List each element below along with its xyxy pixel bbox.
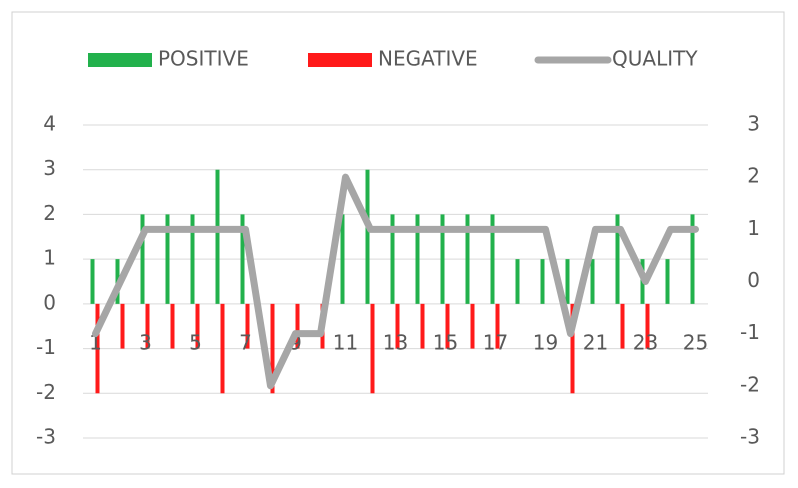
- bar: [420, 303, 425, 349]
- y-tick-label: -3: [36, 425, 56, 449]
- bar: [495, 303, 500, 349]
- bar: [270, 303, 275, 394]
- legend-label: NEGATIVE: [378, 47, 478, 71]
- x-tick-label: 7: [239, 330, 252, 354]
- legend-swatch: [88, 53, 152, 67]
- bar: [240, 214, 245, 304]
- bar: [195, 303, 200, 349]
- y-tick-label: 3: [43, 156, 56, 180]
- y-tick-label: -2: [36, 380, 56, 404]
- x-tick-label: 15: [433, 330, 458, 354]
- bar: [170, 303, 175, 349]
- bar: [215, 169, 220, 304]
- bar: [340, 214, 345, 304]
- legend-label: QUALITY: [612, 47, 698, 71]
- bar: [415, 214, 420, 304]
- y2-tick-label: -1: [740, 320, 760, 344]
- bar: [515, 259, 520, 304]
- bar: [145, 303, 150, 349]
- bar: [665, 259, 670, 304]
- bar: [370, 303, 375, 394]
- bar: [220, 303, 225, 394]
- bar: [95, 303, 100, 394]
- legend-swatch: [308, 53, 372, 67]
- y2-tick-label: -3: [740, 425, 760, 449]
- x-tick-label: 17: [483, 330, 508, 354]
- y-tick-label: -1: [36, 335, 56, 359]
- y-tick-label: 4: [43, 112, 56, 136]
- bar: [120, 303, 125, 349]
- bar: [540, 259, 545, 304]
- bar: [690, 214, 695, 304]
- bar: [140, 214, 145, 304]
- x-tick-label: 5: [189, 330, 202, 354]
- bar: [445, 303, 450, 349]
- x-tick-label: 3: [139, 330, 152, 354]
- bar: [440, 214, 445, 304]
- bar: [615, 214, 620, 304]
- y2-tick-label: 0: [747, 268, 760, 292]
- legend-label: POSITIVE: [158, 47, 249, 71]
- x-tick-label: 23: [633, 330, 658, 354]
- bar: [620, 303, 625, 349]
- bar: [570, 303, 575, 394]
- bar: [390, 214, 395, 304]
- x-tick-label: 13: [383, 330, 408, 354]
- bar: [165, 214, 170, 304]
- bar: [470, 303, 475, 349]
- y-tick-label: 1: [43, 246, 56, 270]
- x-tick-label: 25: [683, 330, 708, 354]
- y2-tick-label: 2: [747, 164, 760, 188]
- x-tick-label: 21: [583, 330, 608, 354]
- bar: [295, 303, 300, 349]
- bar: [395, 303, 400, 349]
- y2-tick-label: 3: [747, 112, 760, 136]
- x-tick-label: 1: [89, 330, 102, 354]
- bar: [590, 259, 595, 304]
- x-tick-label: 19: [533, 330, 558, 354]
- bar: [190, 214, 195, 304]
- bar: [90, 259, 95, 304]
- chart-border: [11, 11, 785, 475]
- bar: [645, 303, 650, 349]
- y2-tick-label: 1: [747, 216, 760, 240]
- y2-tick-label: -2: [740, 372, 760, 396]
- line: [92, 173, 699, 390]
- x-tick-label: 11: [333, 330, 358, 354]
- y-tick-label: 2: [43, 201, 56, 225]
- bar: [465, 214, 470, 304]
- bar: [365, 169, 370, 304]
- bar: [490, 214, 495, 304]
- y-tick-label: 0: [43, 290, 56, 314]
- bar: [565, 259, 570, 304]
- bar: [245, 303, 250, 349]
